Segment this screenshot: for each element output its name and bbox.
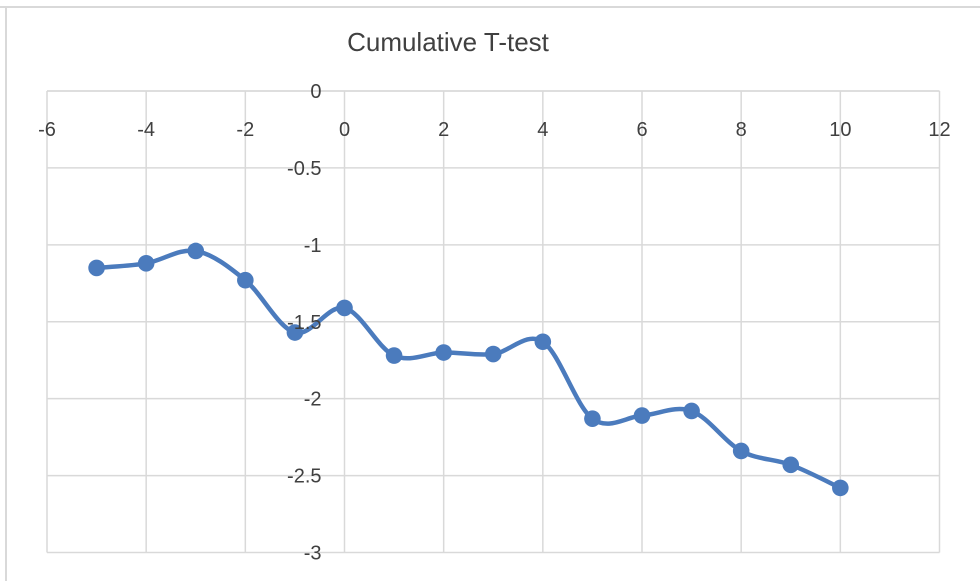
x-axis-tick-label: -2 (236, 119, 254, 141)
data-point-marker (336, 299, 353, 317)
series-line (94, 248, 843, 491)
data-point-marker (832, 479, 849, 497)
x-axis-tick-label: -4 (137, 119, 155, 141)
x-axis-tick-label: 12 (928, 119, 950, 141)
x-axis-tick-label: 8 (736, 119, 747, 141)
data-point-marker (633, 407, 651, 424)
data-point-marker (484, 345, 502, 363)
data-point-marker (435, 344, 452, 361)
data-point-marker (732, 442, 750, 460)
x-axis-tick-label: 10 (829, 119, 851, 141)
x-axis-tick-label: -6 (38, 119, 56, 141)
data-point-marker (385, 347, 403, 364)
gridlines (46, 90, 941, 554)
y-axis-tick-label: -1 (304, 235, 322, 257)
chart-border (0, 6, 980, 581)
x-axis-tick-label: 4 (537, 119, 548, 141)
y-axis-tick-label: -1.5 (287, 312, 321, 334)
data-point-marker (534, 333, 552, 351)
data-point-marker (683, 402, 700, 420)
data-point-marker (187, 242, 205, 260)
x-axis-tick-label: 6 (636, 119, 647, 141)
y-axis-tick-label: -3 (304, 543, 322, 565)
chart-title: Cumulative T-test (347, 27, 550, 57)
data-point-marker (782, 456, 800, 474)
data-point-marker (286, 324, 304, 341)
y-axis-tick-label: -2.5 (287, 466, 321, 488)
y-axis-tick-label: -2 (304, 389, 322, 411)
x-axis-tick-label: 2 (438, 119, 449, 141)
x-axis-tick-label: 0 (339, 119, 350, 141)
y-axis-tick-label: 0 (310, 81, 321, 103)
data-point-marker (137, 254, 155, 272)
data-series (88, 242, 849, 497)
data-point-marker (237, 271, 254, 289)
axis-labels: -6 -4 -2 0 2 4 6 8 10 12 0 -0.5 -1 -1.5 -2 -2.5 -3 (38, 81, 951, 565)
data-point-marker (88, 259, 105, 277)
y-axis-tick-label: -0.5 (287, 158, 321, 180)
data-point-marker (584, 410, 601, 427)
